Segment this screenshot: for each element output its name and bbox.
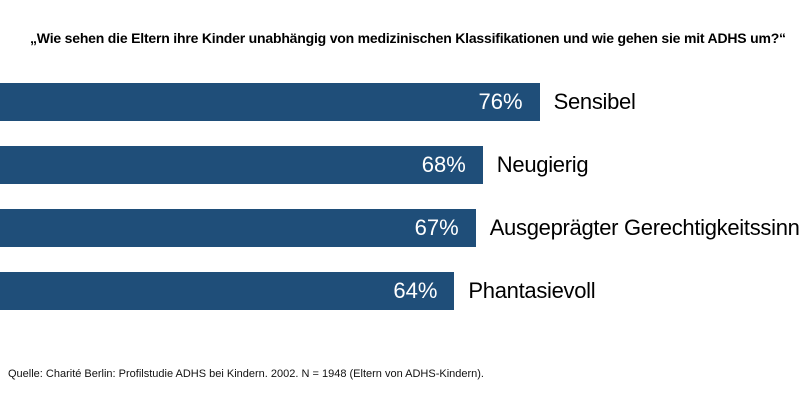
- bar-category-label: Sensibel: [553, 89, 636, 114]
- bar: 64%: [0, 272, 455, 310]
- chart-title: „Wie sehen die Eltern ihre Kinder unabhä…: [30, 30, 786, 46]
- source-note: Quelle: Charité Berlin: Profilstudie ADH…: [8, 368, 484, 380]
- chart-bars-area: 76% Sensibel 68% Neugierig 67% Ausgepräg…: [0, 83, 800, 310]
- bar-row: 67% Ausgeprägter Gerechtigkeitssinn: [0, 209, 800, 247]
- bar-category-label: Phantasievoll: [468, 278, 596, 303]
- bar: 76%: [0, 83, 540, 121]
- bar-row: 68% Neugierig: [0, 146, 800, 184]
- bar-value-label: 67%: [414, 215, 459, 240]
- bar: 67%: [0, 209, 476, 247]
- bar-category-label: Ausgeprägter Gerechtigkeitssinn: [489, 215, 800, 240]
- bar-value-label: 76%: [478, 89, 523, 114]
- bar-row: 76% Sensibel: [0, 83, 800, 121]
- bar-category-label: Neugierig: [496, 152, 589, 177]
- bar-value-label: 68%: [421, 152, 466, 177]
- bar: 68%: [0, 146, 483, 184]
- bar-row: 64% Phantasievoll: [0, 272, 800, 310]
- bar-value-label: 64%: [393, 278, 438, 303]
